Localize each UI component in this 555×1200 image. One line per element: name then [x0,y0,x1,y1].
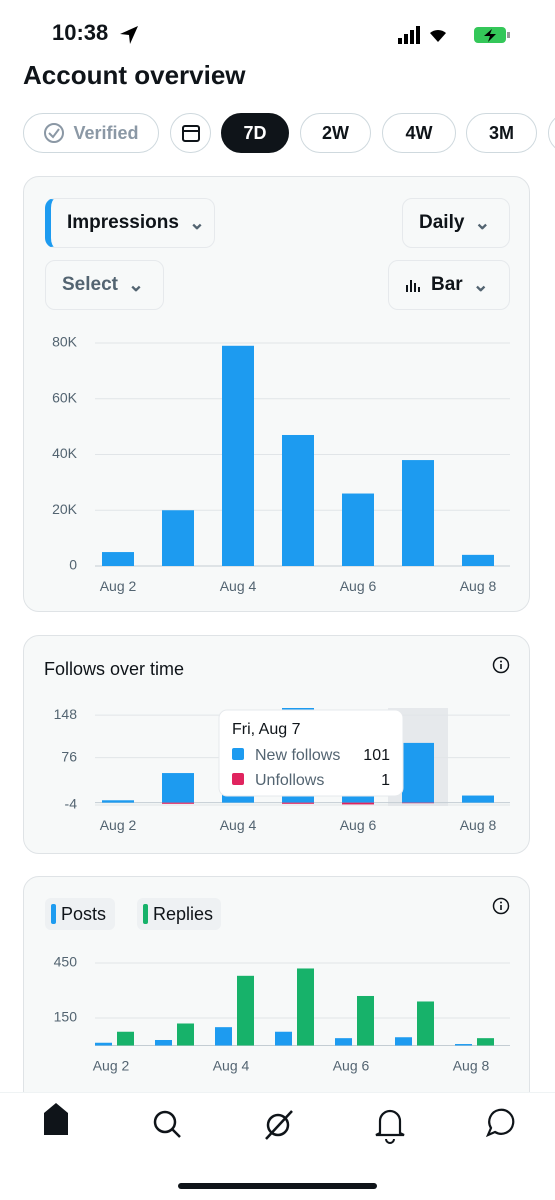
range-filter-selected[interactable]: 7D [221,113,289,153]
select-dropdown[interactable]: Select ⌄ [45,260,164,310]
grok-tab[interactable] [265,1110,293,1140]
range-filter[interactable]: 3M [466,113,537,153]
location-icon [120,26,138,44]
tab-bar [0,1092,555,1200]
range-filter[interactable] [548,113,555,153]
interval-dropdown[interactable]: Daily ⌄ [402,198,510,248]
home-tab[interactable] [44,1103,68,1135]
search-tab[interactable] [153,1110,181,1138]
bar-icon [406,280,420,292]
dropdown-label: Impressions [67,212,179,233]
verified-icon [44,123,65,143]
chevron: ⌄ [474,212,491,234]
dropdown-label: Select [62,274,118,295]
home-indicator [178,1183,377,1189]
status-icons [398,26,510,44]
range-filter[interactable]: 2W [300,113,371,153]
filter-label: 3M [488,122,514,143]
chevron: ⌄ [188,212,205,234]
verified-filter[interactable]: Verified [23,113,159,153]
engagement-card [23,876,530,1116]
dropdown-label: Daily [419,212,465,233]
style-dropdown[interactable]: Bar ⌄ [388,260,510,310]
calendar-button[interactable] [170,113,211,153]
info-icon[interactable] [492,656,510,674]
dropdown-label: Bar [431,274,463,295]
page-title: Account overview [23,60,246,90]
filter-label: 2W [322,122,349,143]
range-filter[interactable]: 4W [382,113,456,153]
calendar-icon [181,125,200,142]
messages-tab[interactable] [485,1108,515,1138]
filter-label: Verified [73,122,139,143]
chevron: ⌄ [127,274,144,296]
chevron: ⌄ [472,274,489,296]
info-icon[interactable] [492,897,510,915]
impressions-card [23,176,530,612]
tab-icons [44,1103,515,1189]
status-time: 10:38 [52,20,109,45]
metric-dropdown[interactable]: Impressions ⌄ [45,198,215,248]
card-title: Follows over time [44,659,185,679]
notifications-tab[interactable] [375,1109,405,1144]
filter-label: 4W [405,122,433,143]
filter-label: 7D [243,122,267,143]
